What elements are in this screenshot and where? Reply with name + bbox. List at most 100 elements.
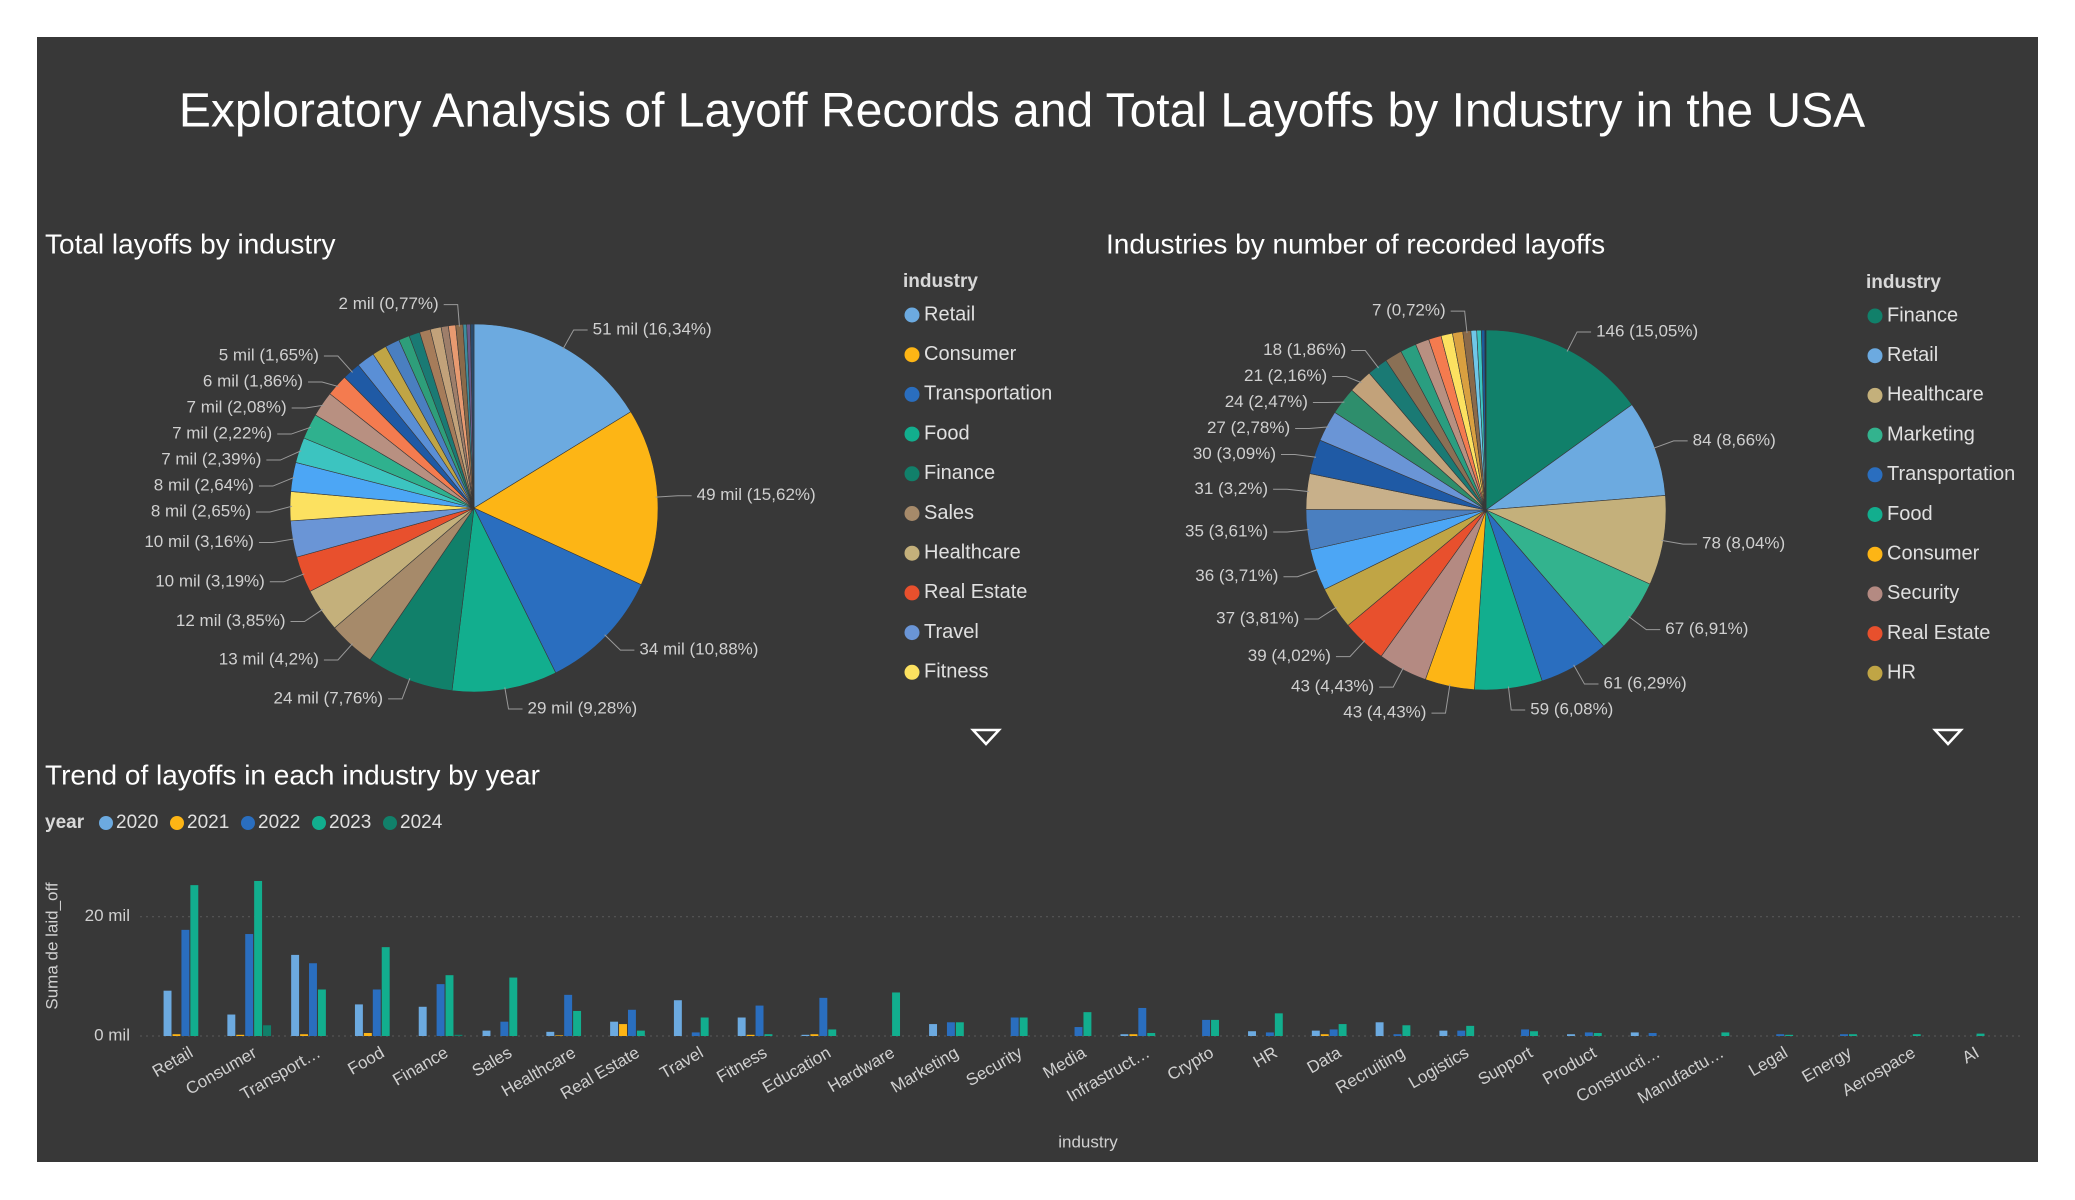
leader-line	[1273, 529, 1310, 533]
data-label: 49 mil (15,62%)	[697, 485, 816, 504]
bar	[1265, 1032, 1274, 1036]
bar	[1375, 1022, 1384, 1036]
leader-line	[1273, 488, 1310, 493]
data-label: 35 (3,61%)	[1185, 521, 1268, 540]
data-label: 43 (4,43%)	[1291, 677, 1374, 696]
bar	[673, 1000, 682, 1036]
legend-label: Retail	[1887, 344, 1938, 366]
x-axis-title: industry	[1058, 1132, 1118, 1151]
leader-line	[1507, 686, 1526, 711]
bar	[619, 1024, 627, 1036]
legend-label: Finance	[1887, 304, 1958, 326]
legend-label: 2020	[116, 812, 158, 833]
bar	[700, 1017, 709, 1036]
bar	[627, 1009, 636, 1036]
bar	[418, 1006, 427, 1036]
leader-line	[1295, 426, 1329, 430]
data-label: 8 mil (2,65%)	[151, 502, 251, 521]
bar	[482, 1030, 491, 1036]
leader-line	[266, 450, 302, 461]
data-label: 7 (0,72%)	[1372, 301, 1446, 320]
legend-marker	[1867, 665, 1883, 681]
legend-scroll[interactable]	[970, 728, 1002, 746]
leader-line	[1661, 539, 1698, 545]
bar	[737, 1017, 746, 1036]
bar	[755, 1005, 764, 1036]
bar	[1074, 1027, 1083, 1036]
bar	[1393, 1034, 1402, 1036]
bar	[300, 1034, 309, 1036]
data-label: 43 (4,43%)	[1343, 703, 1426, 722]
legend-label: 2021	[187, 812, 229, 833]
leader-line	[256, 505, 293, 513]
legend-label: 2023	[329, 812, 371, 833]
bar	[1721, 1032, 1730, 1036]
bar	[1567, 1034, 1575, 1036]
leader-line	[504, 687, 523, 710]
data-label: 84 (8,66%)	[1693, 430, 1776, 449]
legend-title: industry	[1866, 272, 1941, 293]
bar	[564, 994, 573, 1036]
leader-line	[1450, 310, 1468, 334]
legend-label: HR	[1887, 662, 1916, 684]
data-label: 31 (3,2%)	[1194, 479, 1268, 498]
bar	[1311, 1030, 1320, 1036]
chart-title: Trend of layoffs in each industry by yea…	[45, 759, 540, 790]
legend-scroll[interactable]	[1932, 728, 1964, 746]
bar	[1320, 1034, 1329, 1036]
legend-label: Transportation	[1887, 463, 2015, 485]
legend-label: Travel	[924, 621, 979, 643]
legend-marker	[1867, 626, 1883, 642]
bar	[929, 1024, 938, 1036]
legend-label: Consumer	[1887, 542, 1980, 564]
leader-line	[1304, 606, 1338, 620]
data-label: 36 (3,71%)	[1195, 566, 1278, 585]
legend-label: Transportation	[924, 383, 1052, 405]
legend-label: Food	[924, 422, 970, 444]
bar	[309, 963, 317, 1036]
bar	[892, 992, 901, 1036]
dashboard-title: Exploratory Analysis of Layoff Records a…	[179, 85, 1865, 138]
bar	[1584, 1032, 1593, 1036]
data-label: 2 mil (0,77%)	[339, 294, 439, 313]
bar	[381, 947, 390, 1036]
bar	[454, 1034, 463, 1036]
bar	[1848, 1034, 1857, 1036]
legend-title: year	[45, 812, 85, 833]
legend-title: industry	[903, 271, 978, 292]
legend-marker	[241, 816, 255, 830]
y-tick-label: 20 mil	[85, 906, 130, 925]
legend-label: Fitness	[924, 661, 988, 683]
legend-marker	[99, 816, 113, 830]
leader-line	[604, 634, 635, 651]
leader-line	[258, 476, 295, 487]
bar	[163, 990, 172, 1036]
legend-label: Security	[1887, 582, 1959, 604]
legend-marker	[904, 664, 920, 680]
legend-marker	[904, 466, 920, 482]
pie-slice	[1484, 329, 1487, 511]
leader-line	[1283, 568, 1319, 578]
data-label: 37 (3,81%)	[1216, 609, 1299, 628]
leader-line	[1573, 664, 1599, 685]
bar	[1466, 1025, 1475, 1036]
legend-marker	[904, 307, 920, 323]
bar	[1530, 1031, 1538, 1036]
bar	[828, 1029, 837, 1036]
legend-marker	[1867, 308, 1883, 324]
legend-marker	[904, 426, 920, 442]
legend-label: 2022	[258, 812, 300, 833]
bar	[1120, 1034, 1129, 1036]
bar	[610, 1021, 619, 1036]
legend-label: Real Estate	[1887, 622, 1990, 644]
legend-label: Food	[1887, 503, 1933, 525]
bar	[1976, 1033, 1985, 1036]
legend-label: 2024	[400, 812, 443, 833]
bar	[1785, 1034, 1794, 1036]
data-label: 10 mil (3,16%)	[144, 532, 254, 551]
leader-line	[277, 426, 312, 435]
bar	[172, 1034, 181, 1036]
legend-marker	[312, 816, 326, 830]
